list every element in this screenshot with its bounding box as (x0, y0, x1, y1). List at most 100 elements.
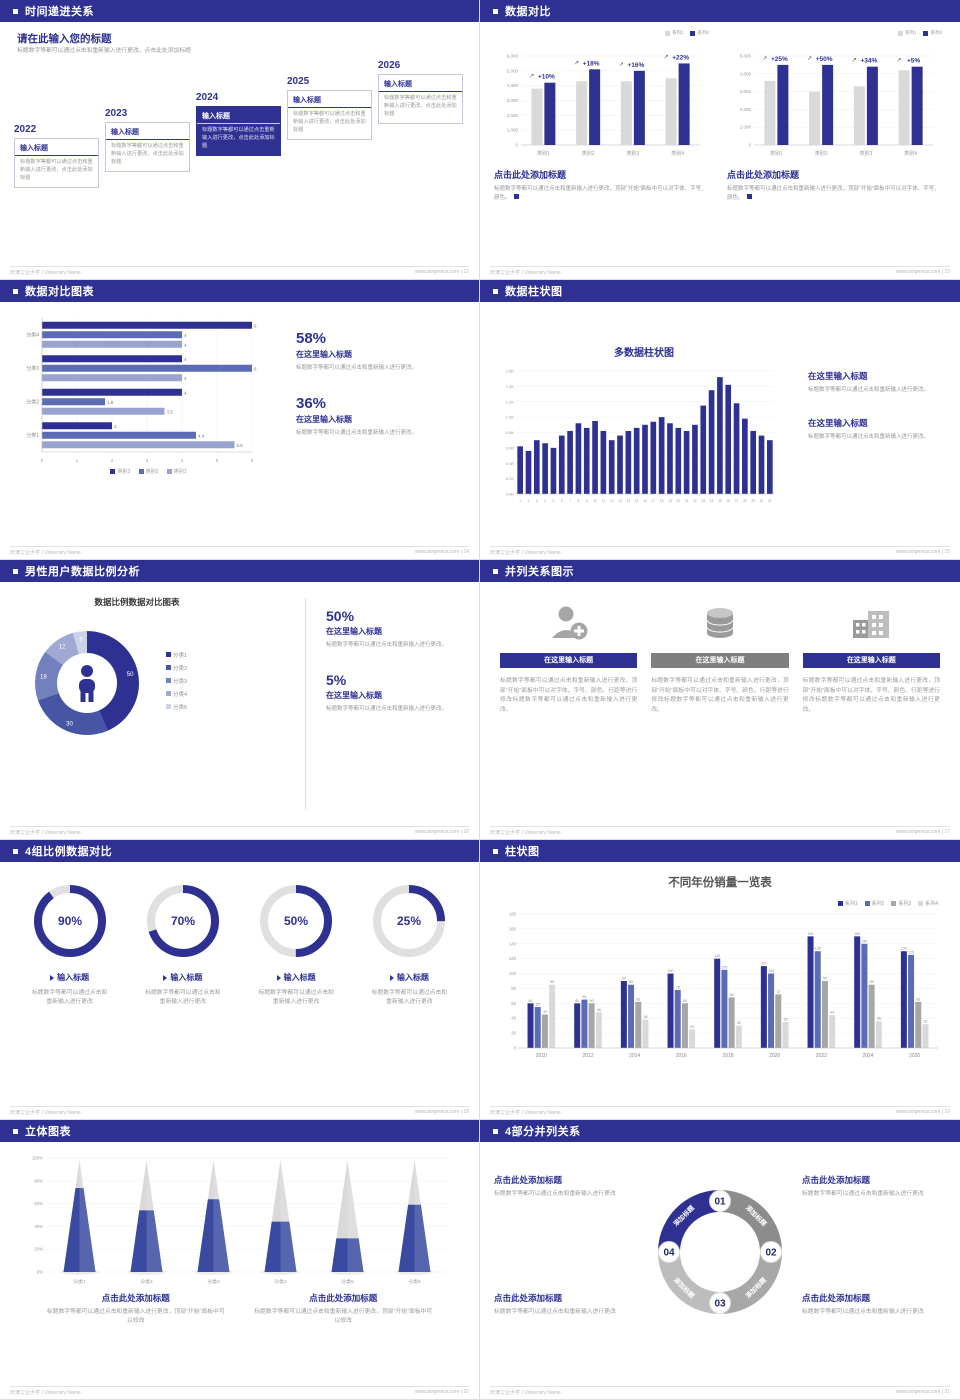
progress-ring: 70% (142, 880, 224, 962)
bar (42, 422, 112, 430)
svg-text:100: 100 (668, 969, 674, 973)
legend-item: 系列1 (664, 30, 683, 36)
bar (728, 997, 735, 1048)
bar-series1 (853, 86, 865, 145)
svg-text:60: 60 (683, 999, 687, 1003)
svg-text:120: 120 (714, 954, 720, 958)
svg-text:+16%: +16% (627, 62, 644, 69)
stats-panel: 58% 在这里输入标题 标题数字等都可以通过点击和重新输入进行更改。 36% 在… (274, 314, 463, 545)
chart-legend: 系列1 系列2 系列3 系列4 (831, 900, 938, 907)
svg-text:2: 2 (111, 458, 114, 463)
stat-percentage: 36% (296, 394, 327, 412)
svg-text:3: 3 (536, 499, 538, 503)
block-heading: 点击此处添加标题 (494, 170, 567, 180)
bar (542, 443, 548, 494)
item-text: 标题数字等都可以通过点击和重新输入进行更改 (258, 990, 334, 1006)
svg-text:78: 78 (676, 985, 680, 989)
bar (567, 430, 573, 494)
pie-slice (45, 632, 79, 666)
timeline: 2022 输入标题 标题数字等都可以通过点击和重新输入进行更改，点击此处添加标题… (14, 22, 465, 189)
timeline-item: 2023 输入标题 标题数字等都可以通过点击和重新输入进行更改，点击此处添加标题 (105, 108, 190, 173)
bar (733, 403, 740, 494)
bar (42, 331, 182, 339)
title-button[interactable]: 在这里输入标题 (500, 653, 638, 668)
card-text: 标题数字等都可以通过点击和重新输入进行更改，点击此处添加标题 (293, 111, 366, 133)
legend-item: 分类2 (166, 664, 187, 672)
card-text: 标题数字等都可以通过点击和重新输入进行更改，点击此处添加标题 (20, 159, 93, 181)
legend-swatch (923, 30, 929, 36)
svg-text:62: 62 (636, 997, 640, 1001)
svg-text:160: 160 (509, 926, 517, 931)
svg-text:35: 35 (783, 1017, 787, 1021)
footer-org: 天津工业大学 | University Name (490, 1390, 561, 1396)
legend-swatch (166, 678, 171, 683)
svg-text:12: 12 (59, 645, 66, 651)
block-text: 标题数字等都可以通过点击和重新输入进行更改，顶部“开始”面板中可以修改 (254, 1309, 433, 1325)
svg-text:140: 140 (509, 941, 517, 946)
header-bullet-icon (13, 288, 18, 294)
legend-item: 类别2 (138, 468, 158, 475)
svg-text:2024: 2024 (862, 1053, 873, 1059)
timeline-card-highlighted: 输入标题 标题数字等都可以通过点击重新输入进行更改，点击此处添加标题 (196, 106, 281, 157)
svg-text:类别1: 类别1 (770, 150, 783, 157)
svg-text:1.0K: 1.0K (506, 415, 515, 420)
svg-text:6,000: 6,000 (507, 54, 519, 59)
bar (700, 405, 707, 494)
timeline-item: 2022 输入标题 标题数字等都可以通过点击和重新输入进行更改，点击此处添加标题 (14, 124, 99, 189)
card-text: 标题数字等都可以通过点击和重新输入进行更改，点击此处添加标题 (111, 143, 184, 165)
svg-text:0: 0 (515, 143, 518, 148)
svg-text:0: 0 (514, 1046, 517, 1051)
legend-item: 分类1 (166, 651, 187, 659)
svg-text:60: 60 (590, 999, 594, 1003)
svg-text:04: 04 (663, 1248, 675, 1259)
bar-series1 (809, 91, 821, 145)
svg-text:5: 5 (553, 499, 555, 503)
svg-text:150: 150 (854, 932, 860, 936)
timeline-card: 输入标题 标题数字等都可以通过点击和重新输入进行更改，点击此处添加标题 (378, 74, 463, 125)
footer-page: 14 (463, 549, 469, 555)
horizontal-bar-chart: 0 1 2 3 4 5 6 分类4 6 4 4 分类3 4 6 4 分类2 4 1.8 3.5 分类1 2 4.4 5.5 (16, 314, 274, 466)
card-title: 输入标题 (197, 107, 280, 124)
stat-heading: 在这里输入标题 (326, 690, 382, 700)
cone-fill (63, 1188, 96, 1272)
item-text: 标题数字等都可以通过点击和重新输入进行更改 (145, 990, 221, 1006)
legend-item: 分类5 (166, 703, 187, 711)
svg-text:140: 140 (861, 939, 867, 943)
bar (558, 435, 565, 494)
stat-block: 在这里输入标题 标题数字等都可以通过点击和重新输入进行更改。 (808, 417, 944, 442)
slide-bar-chart: 柱状图 不同年份销量一览表 系列1 系列2 系列3 系列4 0 20 40 60 80 1… (480, 840, 960, 1120)
svg-text:02: 02 (765, 1248, 777, 1259)
svg-text:↗: ↗ (574, 60, 579, 66)
footer-site: www.aotgenius.com (895, 269, 941, 275)
svg-text:分类5: 分类5 (341, 1278, 354, 1285)
ring-arc (33, 885, 106, 957)
svg-text:5: 5 (216, 458, 219, 463)
progress-ring: 90% (29, 880, 111, 962)
bar (628, 984, 635, 1048)
title-button[interactable]: 在这里输入标题 (802, 653, 940, 668)
timeline-card: 输入标题 标题数字等都可以通过点击和重新输入进行更改，点击此处添加标题 (287, 90, 372, 141)
bar-series2 (678, 63, 690, 145)
svg-text:60%: 60% (34, 1201, 43, 1206)
timeline-year: 2023 (105, 108, 128, 119)
bar (635, 1001, 642, 1048)
legend-item: 系列2 (923, 30, 942, 36)
svg-text:20: 20 (677, 499, 681, 503)
title-button[interactable]: 在这里输入标题 (651, 653, 789, 668)
svg-text:0.0K: 0.0K (506, 492, 515, 497)
svg-text:24: 24 (710, 499, 714, 503)
slide-footer: 天津工业大学 | University Name www.aotgenius.c… (10, 1106, 469, 1116)
svg-text:3: 3 (146, 458, 149, 463)
bar (575, 423, 582, 494)
item-text: 标题数字等都可以通过点击和重新输入进行更改，顶部“开始”面板中可以对字体、字号、… (500, 678, 638, 713)
legend-swatch (664, 30, 670, 36)
footer-org: 天津工业大学 | University Name (490, 270, 561, 276)
slide-header: 时间递进关系 (0, 0, 479, 22)
svg-text:17: 17 (652, 499, 656, 503)
header-bullet-icon (493, 288, 498, 294)
bar (667, 973, 674, 1048)
text-block: 点击此处添加标题 标题数字等都可以通过点击和重新输入进行更改，顶部“开始”面板中… (254, 1292, 434, 1327)
bar (750, 430, 757, 494)
slide-title: 数据对比 (505, 6, 551, 18)
block-text: 标题数字等都可以通过点击和重新输入进行更改，顶部“开始”面板中可以对字体、字号、… (494, 186, 707, 201)
